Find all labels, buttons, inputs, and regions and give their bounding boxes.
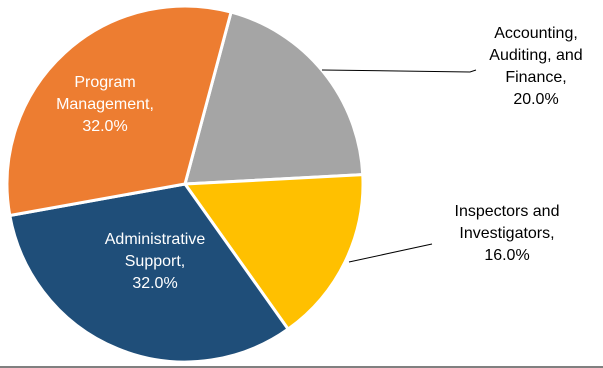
slice-label-line: Investigators, [459, 225, 554, 242]
slice-label-line: Management, [56, 96, 154, 113]
slice-label-line: Support, [125, 253, 185, 270]
slice-label-administrative: Administrative Support, 32.0% [105, 231, 206, 292]
slice-label-line: 32.0% [82, 118, 127, 135]
slice-label-line: 32.0% [132, 275, 177, 292]
slice-label-line: 20.0% [513, 91, 558, 108]
pie-slice-inspectors [183, 173, 365, 331]
slice-label-line: Administrative [105, 231, 206, 248]
slice-label-line: Auditing, and [489, 47, 582, 64]
slice-label-inspectors: Inspectors and Investigators, 16.0% [455, 203, 560, 264]
slice-label-accounting: Accounting, Auditing, and Finance, 20.0% [489, 25, 582, 108]
pie-slice-administrative [8, 182, 290, 364]
pie-slice-accounting [183, 10, 365, 186]
slice-label-program: Program Management, 32.0% [56, 74, 154, 135]
slice-label-line: Accounting, [494, 25, 578, 42]
pie-slice-program [5, 4, 233, 218]
slice-label-line: Program [74, 74, 135, 91]
slice-label-line: Finance, [505, 69, 566, 86]
leader-line-inspectors [348, 243, 433, 263]
slice-label-line: Inspectors and [455, 203, 560, 220]
leader-line-accounting [321, 69, 477, 73]
slice-label-line: 16.0% [484, 247, 529, 264]
